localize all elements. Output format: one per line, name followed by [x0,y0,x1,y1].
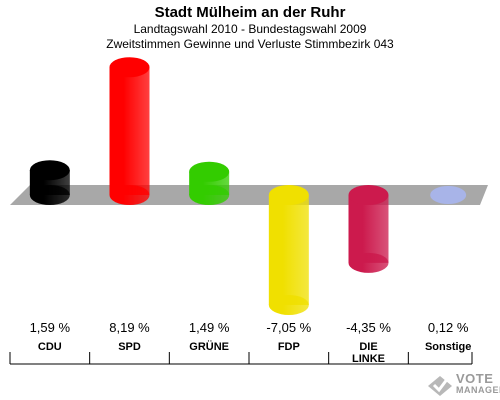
bar-sonstige [430,186,467,204]
bar-grüne [189,161,230,205]
chart-subtitle-1: Landtagswahl 2010 - Bundestagswahl 2009 [133,22,367,36]
category-label: LINKE [352,353,385,365]
category-label: SPD [118,341,141,353]
category-label: GRÜNE [189,340,229,353]
bar-cdu [29,160,70,205]
value-label: -4,35 % [346,320,391,335]
vote-manager-logo: VOTE MANAGER [426,368,500,400]
value-label: 8,19 % [109,320,150,335]
bar-fdp [268,185,309,315]
zero-baseline-band [10,185,488,205]
category-label: FDP [278,341,300,353]
logo-text-manager: MANAGER [456,385,500,395]
category-label: DIE [359,341,377,353]
bar-spd [109,57,150,205]
category-brackets [9,352,473,365]
chart-subtitle-2: Zweitstimmen Gewinne und Verluste Stimmb… [106,37,394,51]
category-label: Sonstige [425,341,471,353]
bar-die-linke [348,185,389,273]
value-label: 1,59 % [30,320,71,335]
category-label: CDU [38,341,62,353]
ballot-check-icon [428,376,452,396]
value-label: 0,12 % [428,320,469,335]
logo-text-vote: VOTE [456,371,494,386]
value-label: -7,05 % [266,320,311,335]
chart-title: Stadt Mülheim an der Ruhr [154,4,346,21]
value-label: 1,49 % [189,320,230,335]
